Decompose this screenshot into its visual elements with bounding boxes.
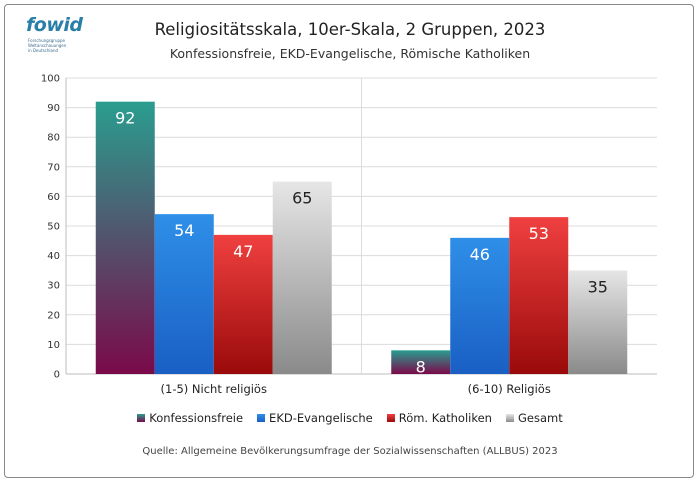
data-label: 35 xyxy=(588,277,608,296)
data-label: 53 xyxy=(529,224,549,243)
y-tick-label: 10 xyxy=(47,340,60,351)
data-label: 65 xyxy=(292,189,312,208)
legend-item: Konfessionsfreie xyxy=(137,411,243,425)
y-tick-label: 80 xyxy=(47,133,60,144)
y-tick-label: 20 xyxy=(47,310,60,321)
legend-swatch xyxy=(137,414,146,422)
bar xyxy=(213,234,273,374)
bar xyxy=(272,181,332,374)
legend-label: Röm. Katholiken xyxy=(398,411,492,425)
chart-subtitle: Konfessionsfreie, EKD-Evangelische, Römi… xyxy=(169,46,531,61)
source-note: Quelle: Allgemeine Bevölkerungsumfrage d… xyxy=(142,446,558,457)
bar xyxy=(509,217,569,374)
data-label: 54 xyxy=(174,221,194,240)
legend-label: Gesamt xyxy=(517,411,563,425)
bar xyxy=(450,237,510,374)
bar xyxy=(568,270,628,374)
logo-wordmark: fowid xyxy=(26,14,83,36)
data-label: 47 xyxy=(233,242,253,261)
x-category-label: (1-5) Nicht religiös xyxy=(161,382,267,396)
y-tick-label: 30 xyxy=(47,281,60,292)
y-tick-label: 40 xyxy=(47,251,60,262)
chart-legend: Konfessionsfreie EKD-Evangelische Röm. Kat… xyxy=(0,411,700,425)
chart-title: Religiositätsskala, 10er-Skala, 2 Gruppe… xyxy=(154,20,546,39)
y-tick-label: 0 xyxy=(54,370,60,381)
y-tick-label: 70 xyxy=(47,162,60,173)
data-label: 46 xyxy=(470,245,490,264)
legend-item: Gesamt xyxy=(505,411,563,425)
data-label: 92 xyxy=(115,109,135,128)
legend-swatch xyxy=(505,414,514,422)
legend-item: Röm. Katholiken xyxy=(386,411,492,425)
bar xyxy=(95,101,155,375)
legend-item: EKD-Evangelische xyxy=(257,411,373,425)
legend-swatch xyxy=(257,414,266,422)
legend-swatch xyxy=(386,414,395,422)
legend-label: Konfessionsfreie xyxy=(149,411,244,425)
logo-tagline: Forschungsgruppe Weltanschauungen in Deu… xyxy=(28,38,67,53)
x-category-label: (6-10) Religiös xyxy=(468,382,551,396)
y-tick-label: 60 xyxy=(47,192,60,203)
y-tick-label: 100 xyxy=(41,74,60,85)
y-tick-label: 90 xyxy=(47,103,60,114)
bar xyxy=(391,350,451,374)
y-tick-label: 50 xyxy=(47,222,60,233)
bar xyxy=(154,214,214,374)
fowid-logo: fowid Forschungsgruppe Weltanschauungen … xyxy=(26,14,100,64)
legend-label: EKD-Evangelische xyxy=(269,411,373,425)
data-label: 8 xyxy=(416,357,426,376)
